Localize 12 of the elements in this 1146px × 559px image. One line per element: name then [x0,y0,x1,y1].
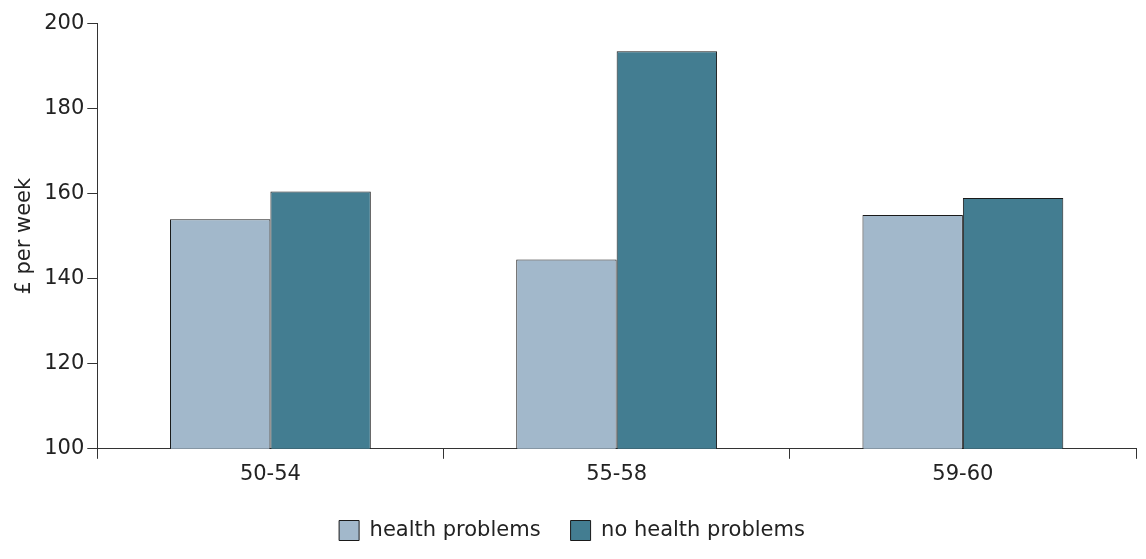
y-tick-label: 140 [44,265,85,290]
legend-label: health problems [369,516,541,541]
y-tick-label: 200 [44,10,85,35]
x-tick-label: 50-54 [239,460,301,485]
y-tick-label: 160 [44,180,85,205]
y-tick-label: 100 [44,435,85,460]
x-tick-label: 59-60 [932,460,994,485]
y-tick-label: 180 [44,95,85,120]
y-tick-label: 120 [44,350,85,375]
legend-label: no health problems [601,516,805,541]
y-axis-title: £ per week [11,176,36,295]
x-tick-label: 55-58 [586,460,648,485]
